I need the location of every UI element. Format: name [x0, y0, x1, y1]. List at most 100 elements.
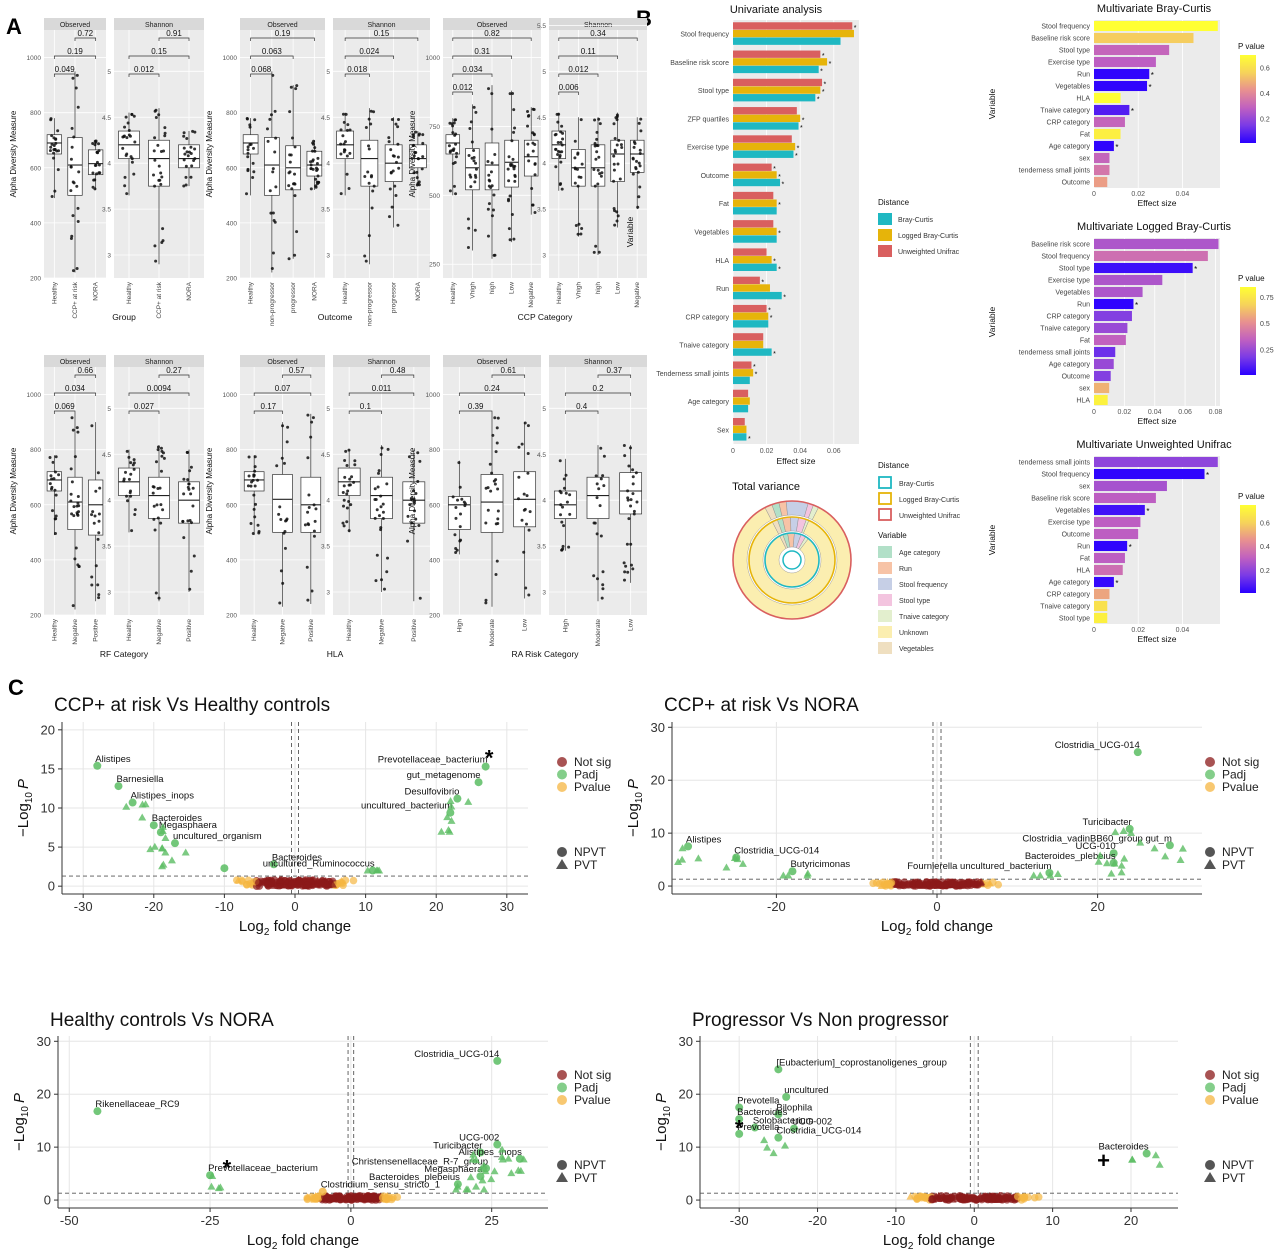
- data-point: [622, 578, 626, 582]
- x-tick-label: progressor: [290, 281, 297, 313]
- data-point: [472, 159, 476, 163]
- data-point: [71, 214, 75, 218]
- data-point: [389, 171, 393, 175]
- y-tick-label: 20: [651, 773, 665, 788]
- data-point: [342, 120, 346, 124]
- x-axis-label: Effect size: [1137, 634, 1176, 644]
- bar: [733, 65, 819, 74]
- data-point: [678, 844, 687, 852]
- data-point: [490, 161, 494, 165]
- data-point: [364, 259, 368, 263]
- data-point: [597, 487, 601, 491]
- y-tick-label: 10: [679, 1140, 693, 1155]
- data-point: [629, 542, 633, 546]
- data-point: [314, 185, 318, 189]
- x-tick-label: Positive: [411, 619, 418, 642]
- data-point: [124, 115, 128, 119]
- data-point: [634, 165, 638, 169]
- data-point: [484, 521, 488, 525]
- data-point: [192, 158, 196, 162]
- data-point: [624, 564, 628, 568]
- bar: [1094, 32, 1194, 44]
- y-tick-label: 400: [226, 557, 237, 564]
- data-point: [494, 450, 498, 454]
- data-point: [469, 1150, 478, 1158]
- data-point: [612, 154, 616, 158]
- p-value-label: 0.27: [166, 366, 182, 375]
- legend-label: Bray-Curtis: [898, 217, 934, 224]
- x-tick-label: 0.04: [793, 448, 807, 455]
- data-point: [160, 175, 164, 179]
- data-point: [353, 459, 357, 463]
- data-point: [448, 189, 452, 193]
- y-tick-label: tenderness small joints: [1019, 168, 1091, 175]
- data-point: [141, 800, 150, 808]
- data-point: [133, 512, 137, 516]
- significance-bracket: [253, 392, 312, 396]
- data-point: [121, 146, 125, 150]
- data-point: [293, 145, 297, 149]
- y-tick-label: 200: [226, 276, 237, 283]
- legend-label: Stool frequency: [899, 582, 948, 589]
- y-tick-label: Exercise type: [1048, 60, 1090, 67]
- data-point: [257, 529, 261, 533]
- data-point: [454, 551, 458, 555]
- data-point: [491, 208, 495, 212]
- x-tick-label: Moderate: [595, 619, 602, 647]
- data-point: [613, 136, 617, 140]
- data-point: [315, 161, 319, 165]
- y-tick-label: Tnaive category: [1040, 108, 1090, 115]
- data-point: [406, 514, 410, 518]
- data-point: [182, 131, 186, 135]
- point-label: Clostridia_UCG-014: [414, 1049, 499, 1060]
- data-point: [96, 537, 100, 541]
- total-variance-chart: Total varianceDistanceBray-CurtisLogged …: [732, 461, 961, 654]
- data-point: [339, 128, 343, 132]
- data-point: [452, 121, 456, 125]
- data-point: [507, 1169, 516, 1177]
- legend-swatch: [878, 213, 892, 225]
- significance-star: *: [1151, 71, 1154, 80]
- data-point: [245, 192, 249, 196]
- data-point: [472, 1156, 481, 1164]
- data-point: [638, 185, 642, 189]
- significance-star: *: [773, 166, 776, 173]
- data-point: [559, 160, 563, 164]
- bar: [1094, 456, 1218, 468]
- significance-star: *: [778, 174, 781, 181]
- x-tick-label: NORA: [186, 281, 193, 300]
- data-point: [76, 220, 80, 224]
- legend-marker: [1204, 1172, 1216, 1182]
- data-point: [184, 175, 188, 179]
- y-tick-label: HLA: [1076, 398, 1090, 405]
- y-tick-label: Stool type: [1059, 266, 1090, 273]
- data-point: [377, 469, 381, 473]
- data-point: [974, 1194, 983, 1202]
- data-point: [275, 464, 279, 468]
- data-point: [54, 455, 58, 459]
- data-point: [339, 152, 343, 156]
- data-point: [1094, 857, 1103, 865]
- bar: [1094, 492, 1156, 504]
- data-point: [454, 546, 458, 550]
- legend-label: Logged Bray-Curtis: [898, 233, 959, 240]
- data-point: [186, 485, 190, 489]
- y-tick-label: Vegetables: [1055, 290, 1090, 297]
- data-point: [390, 117, 394, 121]
- data-point: [97, 593, 101, 597]
- data-point: [246, 148, 250, 152]
- data-point: [1036, 871, 1045, 879]
- data-point: [162, 149, 166, 153]
- data-point: [556, 120, 560, 124]
- data-point: [349, 876, 358, 885]
- data-point: [343, 459, 347, 463]
- data-point: [369, 175, 373, 179]
- data-point: [564, 491, 568, 495]
- data-point: [72, 514, 76, 518]
- data-point: [1161, 852, 1170, 860]
- bar: [733, 22, 853, 30]
- data-point: [345, 1193, 354, 1201]
- bar: [1094, 528, 1139, 540]
